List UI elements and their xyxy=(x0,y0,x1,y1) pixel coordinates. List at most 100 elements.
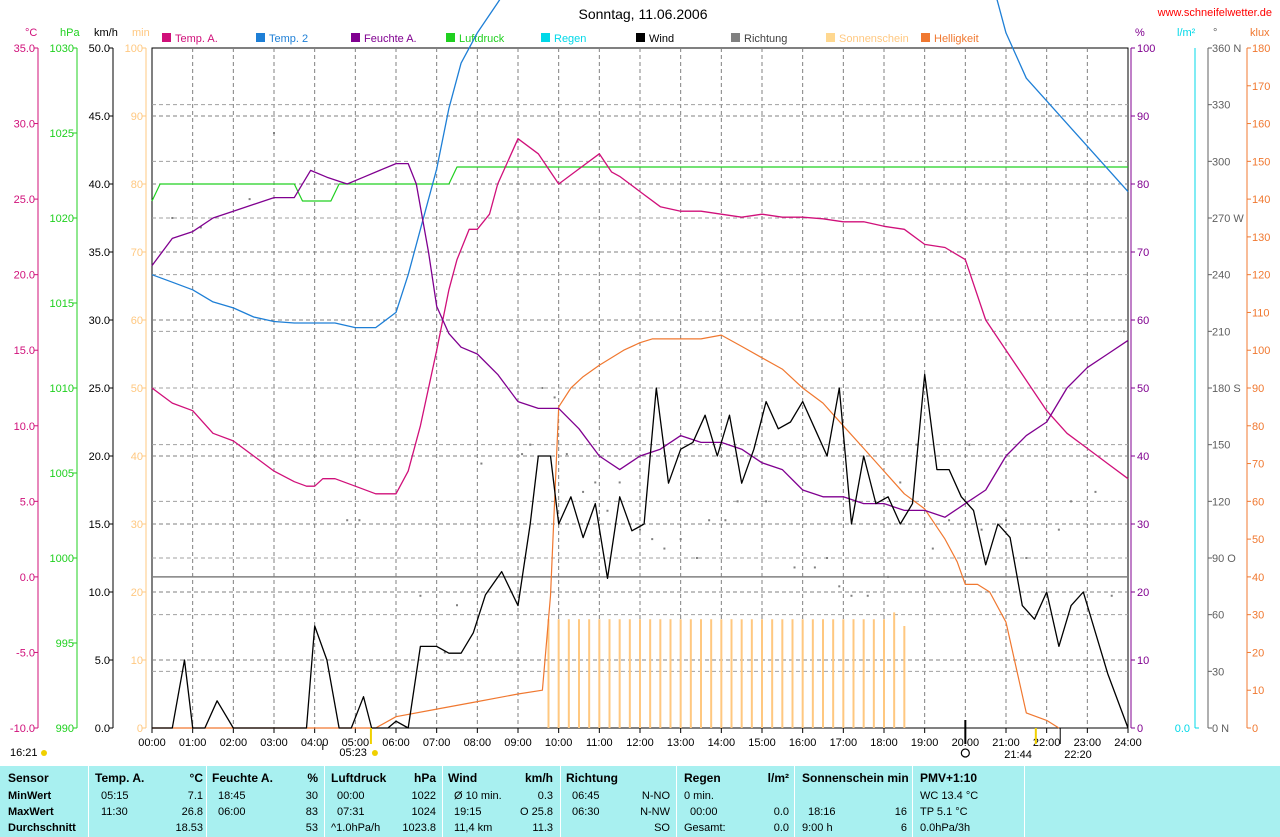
legend-label: Luftdruck xyxy=(459,33,505,45)
direction-point xyxy=(618,481,621,484)
sunrise-label: 05:23 xyxy=(339,747,367,759)
footer-temp-min-value: 7.1 xyxy=(187,790,203,802)
temp-axis-tick-label: 0.0 xyxy=(20,572,35,584)
pressure-axis-tick-label: 990 xyxy=(56,723,74,735)
footer-richtung-min-value: N-NO xyxy=(641,790,670,802)
legend-swatch xyxy=(541,33,550,42)
pressure-axis-tick-label: 1015 xyxy=(50,298,74,310)
x-axis-tick-label: 03:00 xyxy=(260,737,288,749)
footer-wind-avg-time: 11,4 km xyxy=(454,822,493,834)
temp-axis-tick-label: 5.0 xyxy=(20,496,35,508)
plot-grid xyxy=(151,47,1129,729)
footer-feuchte-min-time: 18:45 xyxy=(218,790,246,802)
direction-point xyxy=(736,500,739,503)
direction-point xyxy=(931,547,934,550)
sun-icon xyxy=(41,750,47,756)
direction-point xyxy=(826,557,829,559)
direction-point xyxy=(273,132,275,134)
footer-pmv-trend: 0.0hPa/3h xyxy=(920,822,971,834)
temp-axis-tick-label: 35.0 xyxy=(14,43,35,55)
wind-axis-tick-label: 30.0 xyxy=(89,315,110,327)
direction-point xyxy=(724,519,727,522)
klux-axis-tick-label: 150 xyxy=(1252,156,1270,168)
klux-axis-tick-label: 80 xyxy=(1252,421,1264,433)
direction-point xyxy=(521,453,524,456)
footer-wind-avg-value: 11.3 xyxy=(532,822,553,834)
wind-axis-tick-label: 10.0 xyxy=(89,587,110,599)
footer-row-label-min: MinWert xyxy=(8,790,52,802)
pressure-axis-tick-label: 1005 xyxy=(50,468,74,480)
footer-temp-max-time: 11:30 xyxy=(101,806,128,818)
direction-axis-tick-label: 120 xyxy=(1212,496,1230,508)
sun-axis-tick-label: 10 xyxy=(131,655,143,667)
x-axis-tick-label: 01:00 xyxy=(179,737,207,749)
footer-temp-col: Temp. A. °C 05:15 7.1 11:30 26.8 18.53 xyxy=(95,766,203,837)
direction-point xyxy=(443,651,446,654)
series-wind xyxy=(152,373,1129,729)
direction-point xyxy=(1094,490,1097,493)
sunset-b-label: 22:20 xyxy=(1064,749,1092,761)
direction-axis-tick-label: 0 N xyxy=(1212,723,1229,735)
direction-point xyxy=(529,443,532,446)
website-link[interactable]: www.schneifelwetter.de xyxy=(1157,7,1272,19)
footer-luftdruck-col: Luftdruck hPa 00:00 1022 07:31 1024 ^1.0hPa… xyxy=(331,766,436,837)
sun-markers: 16:21 05:23 21:44 22:20 xyxy=(10,720,1092,761)
legend-swatch xyxy=(921,33,930,42)
direction-point xyxy=(419,594,422,597)
footer-wind-header: Wind xyxy=(448,771,478,785)
klux-axis-tick-label: 20 xyxy=(1252,647,1264,659)
pressure-axis-tick-label: 1030 xyxy=(50,43,74,55)
footer-richtung-min-time: 06:45 xyxy=(572,790,600,802)
direction-unit-label: ° xyxy=(1213,27,1217,39)
brightness-unit-label: klux xyxy=(1250,27,1270,39)
footer-regen-header: Regen xyxy=(684,771,721,785)
direction-point xyxy=(1122,330,1125,333)
legend-label: Richtung xyxy=(744,33,787,45)
direction-axis-tick-label: 180 S xyxy=(1212,383,1241,395)
klux-axis-tick-label: 170 xyxy=(1252,81,1270,93)
x-axis-tick-label: 19:00 xyxy=(911,737,939,749)
klux-axis-tick-label: 140 xyxy=(1252,194,1270,206)
x-axis-tick-label: 17:00 xyxy=(830,737,858,749)
klux-axis-tick-label: 70 xyxy=(1252,459,1264,471)
wind-axis-tick-label: 25.0 xyxy=(89,383,110,395)
direction-axis-tick-label: 330 xyxy=(1212,100,1230,112)
x-axis-tick-label: 10:00 xyxy=(545,737,573,749)
wind-axis-tick-label: 40.0 xyxy=(89,179,110,191)
sun-axis-tick-label: 100 xyxy=(125,43,143,55)
klux-axis-tick-label: 10 xyxy=(1252,685,1264,697)
footer-sonne-max-value: 16 xyxy=(894,806,907,818)
footer-sensor-header: Sensor xyxy=(8,771,49,785)
klux-axis-tick-label: 110 xyxy=(1252,307,1270,319)
direction-point xyxy=(968,443,971,446)
legend-swatch xyxy=(256,33,265,42)
footer-sonne-avg-value: 6 xyxy=(900,822,907,834)
footer-wind-min-time: Ø 10 min. xyxy=(454,790,502,802)
direction-point xyxy=(1070,500,1073,503)
footer-richtung-avg-value: SO xyxy=(654,822,670,834)
klux-axis-tick-label: 160 xyxy=(1252,119,1270,131)
footer-feuchte-header: Feuchte A. xyxy=(212,771,273,785)
footer-luftdruck-unit: hPa xyxy=(413,771,436,785)
temp-unit-label: °C xyxy=(25,27,37,39)
footer-regen-duration: 0 min. xyxy=(684,790,714,802)
x-axis-tick-label: 11:00 xyxy=(586,737,613,749)
temp-axis-tick-label: 10.0 xyxy=(14,421,35,433)
sun-axis-tick-label: 60 xyxy=(131,315,143,327)
x-axis-tick-label: 18:00 xyxy=(870,737,898,749)
rain-unit-label: l/m² xyxy=(1177,27,1196,39)
direction-point xyxy=(651,538,654,541)
direction-point xyxy=(899,481,902,484)
direction-axis-tick-label: 210 xyxy=(1212,326,1230,338)
wind-axis-tick-label: 15.0 xyxy=(89,519,110,531)
footer-wind-min-value: 0.3 xyxy=(537,790,553,802)
moon-icon xyxy=(960,748,970,758)
x-axis-tick-label: 14:00 xyxy=(708,737,736,749)
legend-swatch xyxy=(162,33,171,42)
direction-axis-tick-label: 90 O xyxy=(1212,553,1236,565)
direction-point xyxy=(346,519,349,522)
direction-point xyxy=(915,443,918,446)
footer-luftdruck-header: Luftdruck xyxy=(331,771,387,785)
pressure-axis-tick-label: 1000 xyxy=(50,553,74,565)
footer-temp-avg-value: 18.53 xyxy=(175,822,203,834)
